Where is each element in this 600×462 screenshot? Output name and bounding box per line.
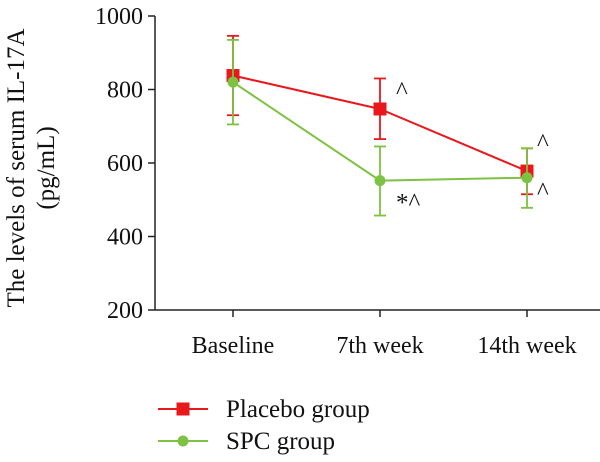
y-axis-title-line2: (pg/mL) <box>33 126 60 209</box>
y-axis-title-line1: The levels of serum IL-17A <box>3 28 30 307</box>
series-spc: *^ ^ <box>227 38 549 217</box>
legend-label: Placebo group <box>226 396 370 423</box>
data-point <box>521 172 533 184</box>
data-point <box>374 175 386 187</box>
legend-marker <box>177 435 189 447</box>
legend: Placebo group SPC group <box>158 396 370 455</box>
series-placebo: ^^ <box>226 34 549 196</box>
significance-annotation: ^ <box>396 78 408 105</box>
y-tick-label: 600 <box>107 151 143 177</box>
y-tick-label: 400 <box>107 225 143 251</box>
x-tick-label: 14th week <box>477 333 576 359</box>
x-tick-label: 7th week <box>336 333 423 359</box>
legend-label: SPC group <box>226 428 335 455</box>
legend-marker <box>176 402 190 416</box>
y-tick-label: 1000 <box>95 4 143 30</box>
data-point <box>373 102 387 116</box>
y-tick-label: 800 <box>107 78 143 104</box>
significance-annotation: ^ <box>537 179 549 206</box>
significance-annotation: ^ <box>537 130 549 157</box>
axes: 200 400 600 800 1000 Baseline 7th week 14th wee… <box>95 4 600 359</box>
x-tick-label: Baseline <box>192 333 275 359</box>
series-layer: ^^*^ ^ <box>226 34 549 217</box>
significance-annotation: *^ <box>396 190 421 217</box>
data-point <box>227 76 239 88</box>
y-tick-label: 200 <box>107 298 143 324</box>
